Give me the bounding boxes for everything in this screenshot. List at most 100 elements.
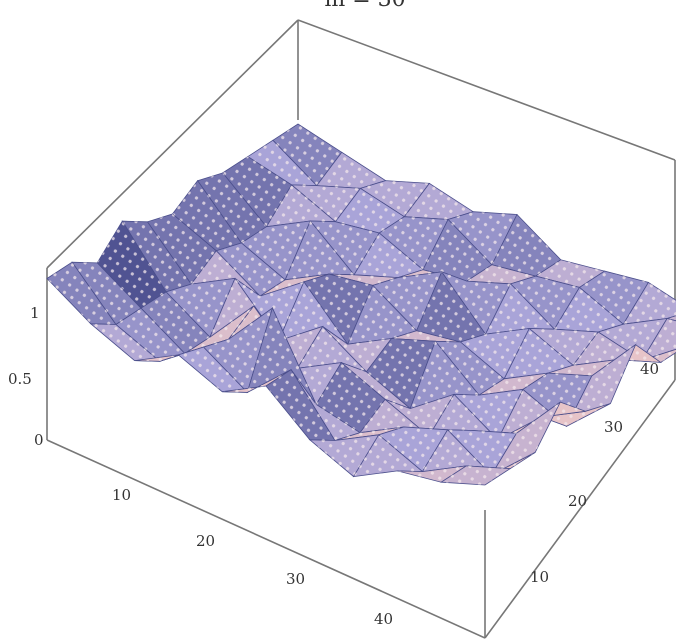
z-tick-label: 0.5 — [8, 370, 32, 388]
surface-mesh-texture — [460, 328, 530, 379]
surface-mesh-texture — [504, 328, 574, 379]
surface-mesh-texture — [216, 243, 286, 297]
surface-mesh-texture — [397, 269, 467, 282]
y-tick-label: 40 — [640, 360, 659, 378]
surface-mesh-texture — [266, 184, 336, 227]
surface-mesh-texture — [667, 315, 676, 321]
surface-mesh-texture — [397, 465, 467, 483]
y-tick-label: 20 — [568, 492, 587, 510]
surface-mesh-texture — [479, 373, 548, 396]
surface-mesh-texture — [541, 403, 611, 427]
surface-mesh-texture — [548, 359, 617, 376]
surface-mesh-texture — [47, 262, 116, 325]
surface-mesh-texture — [616, 349, 676, 363]
surface-mesh-texture — [522, 373, 592, 427]
box-edge-bottom-front — [46, 439, 486, 639]
surface-mesh-texture — [441, 271, 511, 335]
surface-mesh-texture — [122, 221, 192, 292]
surface-mesh-texture — [404, 183, 474, 220]
surface-mesh-texture — [485, 283, 555, 335]
surface-mesh-texture — [197, 172, 267, 243]
surface-mesh — [46, 123, 676, 486]
box-edge-back-right — [297, 19, 676, 161]
box-edge-back-top — [46, 19, 299, 269]
surface-mesh-texture — [379, 216, 449, 270]
surface-mesh-texture — [378, 427, 448, 472]
surface-mesh-texture — [491, 402, 561, 476]
x-tick-label: 30 — [286, 570, 305, 588]
surface-mesh-texture — [309, 434, 379, 477]
surface-mesh-texture — [247, 140, 317, 186]
surface-mesh-texture — [341, 362, 411, 409]
surface-mesh-texture — [172, 180, 242, 251]
surface-mesh-texture — [435, 341, 505, 396]
surface-mesh-texture — [90, 323, 160, 362]
surface-mesh-texture — [410, 341, 480, 409]
surface-mesh-texture — [497, 389, 567, 440]
surface-mesh-texture — [272, 308, 342, 405]
surface-mesh-texture — [466, 264, 536, 284]
surface-mesh-texture — [335, 188, 405, 233]
surface-mesh-texture — [253, 306, 323, 369]
surface-mesh-texture — [291, 369, 360, 441]
z-axis-ticks: 1 0.5 0 — [8, 304, 44, 449]
surface-mesh-texture — [360, 180, 430, 217]
surface-mesh-texture — [354, 233, 423, 278]
surface-mesh-texture — [209, 278, 279, 341]
surface-mesh-texture — [222, 156, 292, 227]
surface-mesh-texture — [642, 318, 676, 361]
y-axis-ticks: 10 20 30 40 — [530, 360, 659, 586]
surface-mesh-texture — [134, 347, 204, 362]
surface-mesh-texture — [347, 285, 417, 345]
surface-mesh-texture — [428, 394, 498, 440]
surface-mesh-texture — [529, 328, 599, 366]
surface-mesh-texture — [297, 326, 367, 372]
surface-mesh-texture — [554, 287, 624, 332]
surface-mesh-texture — [166, 278, 235, 338]
surface-mesh-texture — [203, 308, 273, 393]
chart-title-fragment: m = 30 — [324, 0, 405, 12]
surface-mesh-texture — [353, 434, 423, 477]
x-tick-label: 20 — [196, 532, 215, 550]
surface-mesh-texture — [566, 344, 636, 427]
surface-mesh-texture — [447, 429, 517, 476]
surface-mesh-texture — [441, 465, 511, 485]
surface-mesh-texture — [278, 281, 348, 345]
z-tick-label: 1 — [30, 304, 40, 322]
surface-mesh-texture — [448, 211, 517, 265]
surface-mesh-texture — [360, 399, 429, 437]
surface-mesh-texture — [385, 394, 454, 437]
surface-mesh-texture — [178, 347, 248, 393]
x-tick-label: 40 — [374, 610, 393, 628]
z-tick-label: 0 — [34, 431, 44, 449]
surface-mesh-texture — [516, 402, 586, 434]
surface-mesh-texture — [491, 214, 561, 277]
surface-mesh-texture — [115, 308, 185, 362]
surface-mesh-texture — [241, 221, 311, 280]
surface-mesh-texture — [316, 152, 386, 189]
surface-mesh-texture — [235, 278, 304, 341]
surface-mesh-texture — [334, 427, 404, 441]
surface-mesh-texture — [147, 214, 217, 285]
surface-mesh-texture — [291, 184, 361, 222]
surface-mesh-texture — [591, 344, 661, 376]
y-tick-label: 10 — [530, 568, 549, 586]
surface-mesh-texture — [372, 271, 442, 331]
x-axis-ticks: 10 20 30 40 — [112, 486, 393, 628]
surface-mesh-texture — [322, 326, 392, 372]
surface-mesh-texture — [272, 124, 342, 186]
surface-mesh-texture — [266, 369, 335, 441]
surface-mesh-texture — [416, 271, 486, 342]
surface-mesh-texture — [423, 219, 492, 282]
surface-mesh-texture — [285, 221, 355, 280]
surface-mesh-texture — [191, 250, 261, 297]
y-tick-label: 30 — [604, 418, 623, 436]
surface-mesh-texture — [97, 221, 167, 309]
bounding-box — [46, 19, 676, 639]
surface-mesh-texture — [422, 429, 492, 476]
surface-mesh-texture — [366, 338, 436, 409]
surface-mesh-texture — [303, 274, 373, 345]
surface-mesh-texture — [228, 306, 298, 369]
surface-mesh-texture — [454, 389, 523, 440]
